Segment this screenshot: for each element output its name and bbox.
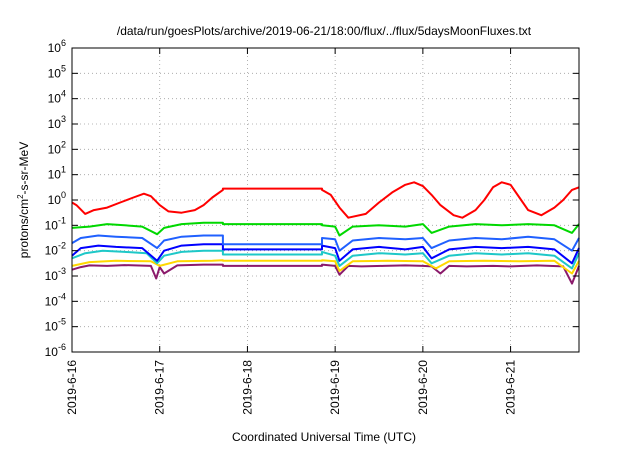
y-tick-base: 10 [45,294,59,308]
x-tick-label: 2019-6-18 [240,360,254,415]
y-tick-label: 103 [48,114,66,131]
y-tick-label: 101 [48,165,66,182]
y-tick-exponent: 3 [61,114,66,124]
y-tick-base: 10 [48,41,62,55]
y-tick-exponent: 0 [61,190,66,200]
y-tick-base: 10 [45,269,59,283]
y-ticks: 10-610-510-410-310-210-11001011021031041… [45,38,579,359]
y-tick-label: 100 [48,190,66,207]
y-tick-exponent: 6 [61,38,66,48]
x-axis-label: Coordinated Universal Time (UTC) [232,430,416,444]
y-tick-label: 10-5 [45,317,66,334]
y-tick-label: 105 [48,63,66,80]
chart-title: /data/run/goesPlots/archive/2019-06-21/1… [117,24,532,38]
series-line-3 [71,243,580,265]
y-tick-exponent: 5 [61,63,66,73]
grid [72,48,579,352]
y-tick-exponent: -5 [58,317,66,327]
x-tick-label: 2019-6-21 [504,360,518,415]
y-tick-base: 10 [45,218,59,232]
y-tick-exponent: -4 [58,291,66,301]
series-line-0 [71,263,580,285]
y-tick-base: 10 [45,244,59,258]
y-tick-label: 10-2 [45,241,66,258]
y-tick-label: 10-3 [45,266,66,283]
y-tick-exponent: -2 [58,241,66,251]
series-group [71,181,580,285]
series-line-6 [71,181,580,219]
series-line-2 [71,249,580,270]
series-line-4 [71,234,580,252]
series-line-1 [71,259,580,275]
y-tick-exponent: 1 [61,165,66,175]
x-tick-label: 2019-6-16 [65,360,79,415]
y-tick-base: 10 [48,117,62,131]
y-tick-base: 10 [45,320,59,334]
y-tick-exponent: -1 [58,215,66,225]
x-ticks: 2019-6-16 2019-6-17 2019-6-18 2019-6-19 2019… [65,48,518,415]
y-tick-label: 104 [48,89,66,106]
y-axis-label-sup: 2 [16,194,25,199]
y-tick-exponent: 4 [61,89,66,99]
y-tick-label: 102 [48,139,66,156]
y-tick-label: 106 [48,38,66,55]
y-axis-label: protons/cm2-s-sr-MeV [16,142,31,258]
y-tick-base: 10 [48,168,62,182]
y-tick-base: 10 [48,92,62,106]
y-tick-label: 10-1 [45,215,66,232]
y-tick-exponent: 2 [61,139,66,149]
y-tick-label: 10-4 [45,291,66,308]
x-tick-label: 2019-6-20 [416,360,430,415]
y-tick-exponent: -6 [58,342,66,352]
y-tick-exponent: -3 [58,266,66,276]
y-axis-label-rest: -s-sr-MeV [17,142,31,195]
y-tick-base: 10 [45,345,59,359]
x-tick-label: 2019-6-19 [328,360,342,415]
x-tick-label: 2019-6-17 [153,360,167,415]
y-tick-label: 10-6 [45,342,66,359]
y-tick-base: 10 [48,193,62,207]
series-line-5 [71,221,580,237]
y-axis-label-main: protons/cm [17,199,31,258]
y-tick-base: 10 [48,142,62,156]
y-tick-base: 10 [48,66,62,80]
